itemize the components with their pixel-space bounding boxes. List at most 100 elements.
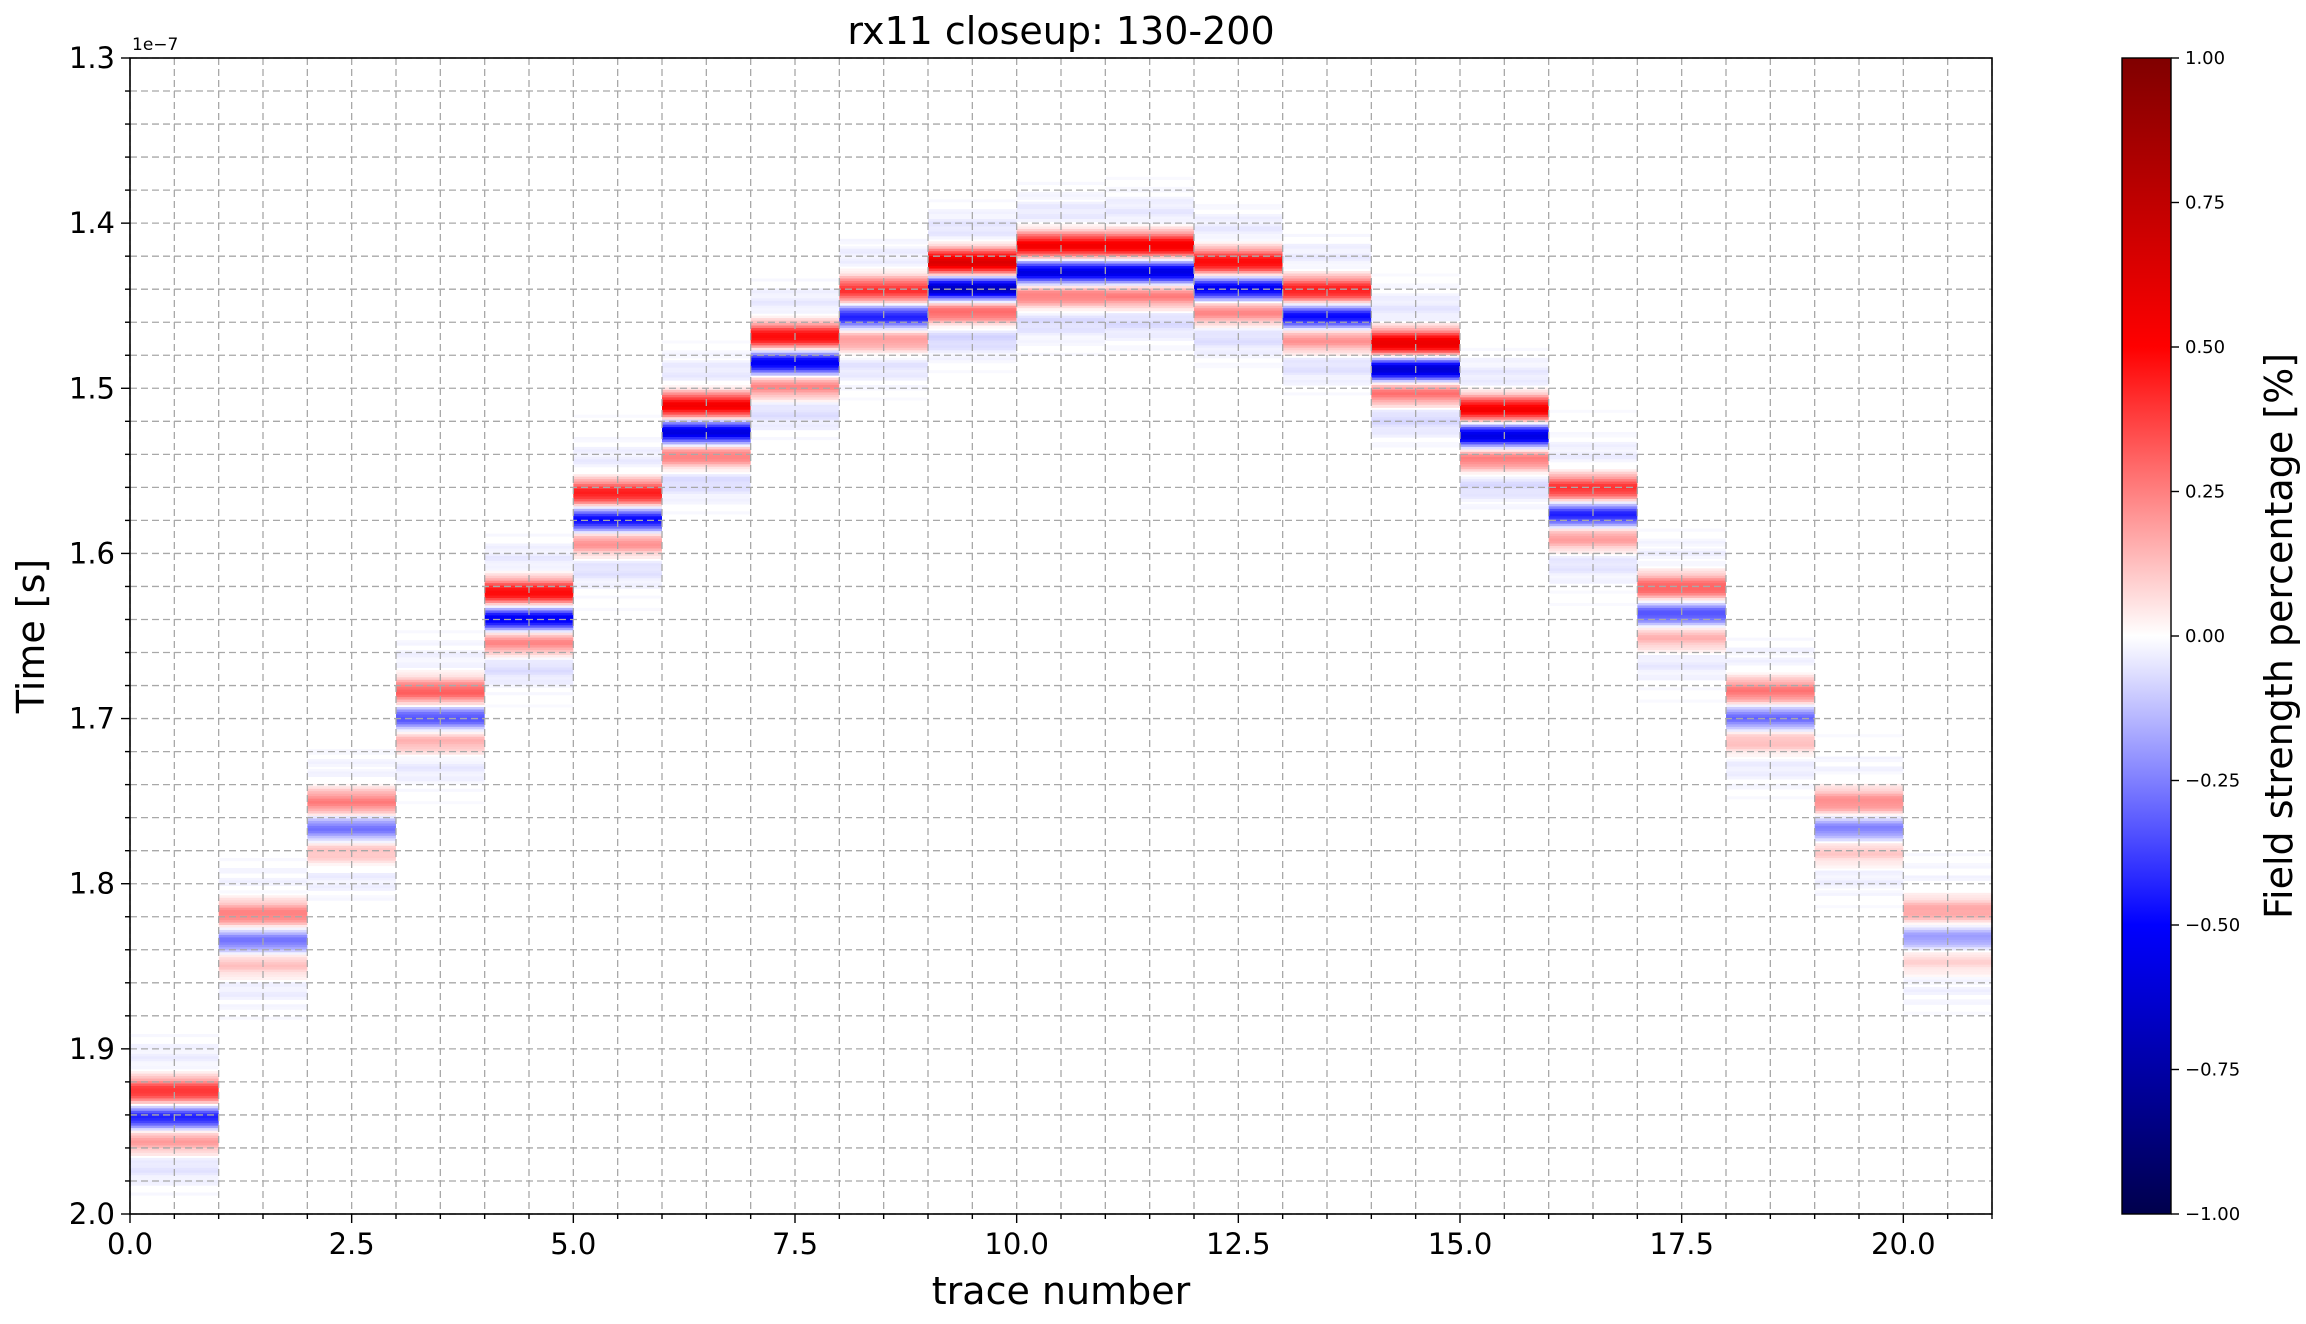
heatmap-cell [1726, 647, 1815, 651]
heatmap-cell [396, 692, 485, 696]
heatmap-cell [130, 1142, 219, 1147]
heatmap-cell [396, 736, 485, 740]
heatmap-cell [1460, 429, 1549, 433]
heatmap-cell [1548, 548, 1638, 552]
heatmap-cell [662, 394, 751, 398]
heatmap-cell [1371, 397, 1460, 401]
heatmap-cell [1371, 427, 1460, 431]
heatmap-cell [484, 602, 574, 607]
heatmap-cell [218, 858, 308, 862]
heatmap-cell [307, 771, 396, 775]
heatmap-cell [484, 692, 574, 696]
colorbar-tick-label: −0.75 [2185, 1060, 2240, 1081]
heatmap-cell [1726, 637, 1815, 641]
heatmap-cell [396, 724, 485, 728]
heatmap-cell [396, 714, 485, 718]
heatmap-cell [1637, 602, 1726, 607]
heatmap-cell [1903, 922, 1992, 926]
heatmap-cell [1637, 659, 1726, 664]
heatmap-cell [1637, 625, 1726, 629]
heatmap-cell [928, 228, 1017, 232]
heatmap-cell [1903, 957, 1992, 961]
heatmap-cell [662, 451, 751, 455]
heatmap-cell [307, 803, 396, 807]
heatmap-cell [130, 1076, 219, 1080]
heatmap-cell [1282, 295, 1372, 299]
heatmap-cell [1548, 560, 1638, 564]
heatmap-cell [1194, 275, 1283, 280]
heatmap-cell [839, 263, 928, 267]
heatmap-cell [573, 484, 662, 488]
heatmap-cell [1282, 375, 1372, 379]
heatmap-cell [484, 637, 574, 641]
heatmap-cell [1637, 647, 1726, 651]
heatmap-cell [1016, 285, 1106, 289]
heatmap-cell [928, 352, 1017, 356]
heatmap-cell [1105, 176, 1194, 180]
heatmap-cell [1105, 308, 1194, 312]
heatmap-cell [1637, 570, 1726, 574]
heatmap-cell [1371, 350, 1460, 354]
colorbar-tick-label: 1.00 [2185, 48, 2225, 69]
heatmap-cell [1637, 627, 1726, 631]
heatmap-cell [307, 823, 396, 827]
heatmap-cell [1105, 228, 1194, 232]
heatmap-cell [1637, 637, 1726, 641]
heatmap-cell [662, 481, 751, 485]
heatmap-cell [1460, 471, 1549, 475]
heatmap-cell [1282, 372, 1372, 376]
heatmap-cell [1814, 791, 1904, 795]
x-tick-label: 15.0 [1428, 1227, 1493, 1261]
heatmap-cell [1814, 813, 1904, 817]
colorbar: 1.00 0.75 0.50 0.25 0.00 −0.25 −0.50 −0.75 −1.00… [2121, 48, 2301, 1225]
heatmap-cell [1016, 305, 1106, 309]
heatmap-cell [1548, 528, 1638, 532]
heatmap-cell [1194, 308, 1283, 312]
heatmap-cell [1105, 305, 1194, 309]
heatmap-cell [662, 407, 751, 411]
y-tick-label: 2.0 [69, 1197, 115, 1231]
heatmap-cell [1460, 451, 1549, 455]
heatmap-cell [1903, 1011, 1992, 1015]
heatmap-cell [573, 503, 662, 507]
heatmap-cell [573, 493, 662, 498]
heatmap-cell [1903, 934, 1992, 938]
heatmap-cell [1460, 427, 1549, 431]
heatmap-cell [218, 890, 308, 894]
heatmap-cell [1194, 340, 1283, 344]
heatmap-cell [307, 835, 396, 839]
heatmap-cell [573, 496, 662, 500]
heatmap-cell [1194, 362, 1283, 366]
heatmap-cell [839, 330, 928, 334]
heatmap-cell [1194, 298, 1283, 302]
heatmap-cell [1548, 496, 1638, 500]
heatmap-cell [396, 672, 485, 676]
heatmap-cell [1016, 295, 1106, 299]
heatmap-cell [1105, 206, 1194, 210]
heatmap-cell [484, 659, 574, 664]
heatmap-cell [1194, 305, 1283, 309]
heatmap-cell [130, 1100, 219, 1104]
heatmap-cell [1637, 550, 1726, 555]
heatmap-cell [1371, 305, 1460, 309]
heatmap-cell [1637, 593, 1726, 597]
heatmap-cell [1016, 328, 1106, 332]
heatmap-cell [1194, 328, 1283, 332]
heatmap-cell [1371, 308, 1460, 312]
heatmap-cell [1016, 298, 1106, 302]
heatmap-cell [396, 726, 485, 730]
heatmap-cell [662, 461, 751, 465]
heatmap-cell [1460, 394, 1549, 398]
colorbar-tick-label: 0.75 [2185, 193, 2225, 214]
heatmap-cell [839, 318, 928, 322]
heatmap-cell [307, 749, 396, 753]
heatmap-cell [750, 417, 840, 421]
heatmap-cell [573, 461, 662, 465]
heatmap-cell [1814, 771, 1904, 775]
heatmap-cell [662, 350, 751, 354]
heatmap-cell [1371, 382, 1460, 386]
heatmap-cell [1548, 516, 1638, 520]
heatmap-cell [1105, 196, 1194, 200]
heatmap-cell [1814, 858, 1904, 862]
heatmap-cell [662, 474, 751, 478]
